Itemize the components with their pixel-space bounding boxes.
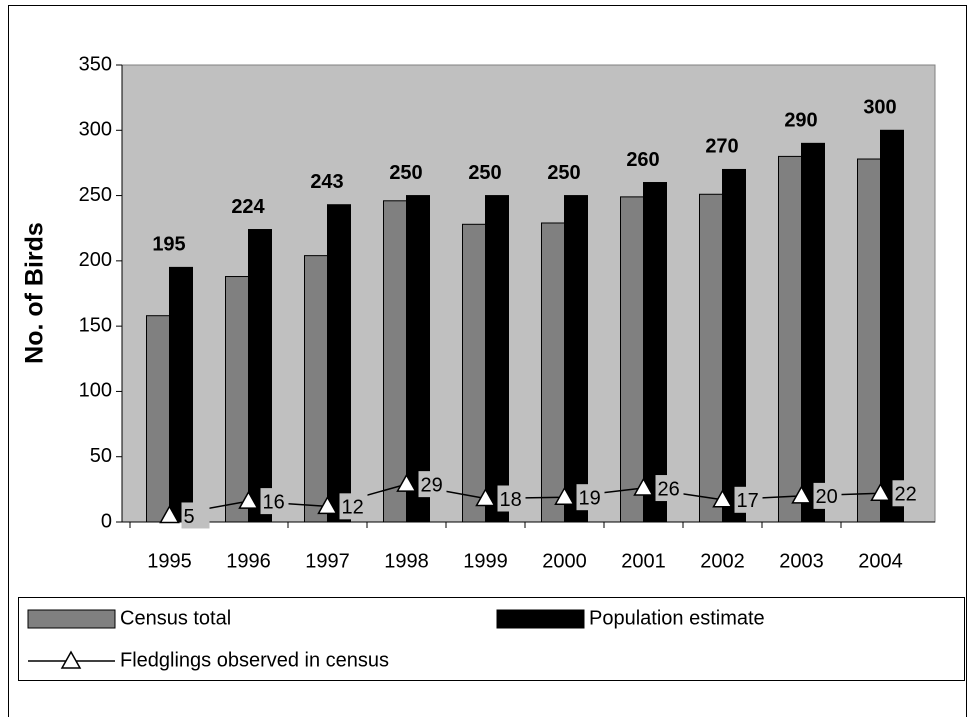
x-tick-label: 1995 <box>147 550 192 572</box>
data-label-bg <box>892 480 921 507</box>
data-label: 12 <box>342 497 364 519</box>
bar <box>406 195 430 523</box>
data-label: 20 <box>816 486 838 508</box>
x-tick-label: 1997 <box>305 550 350 572</box>
y-tick-label: 200 <box>79 249 112 271</box>
bar <box>541 222 565 523</box>
bar <box>722 168 746 523</box>
x-tick-label: 1998 <box>384 550 429 572</box>
bar <box>327 204 351 523</box>
data-label-bg <box>813 482 842 509</box>
bar <box>778 155 802 523</box>
legend <box>18 597 965 681</box>
legend-swatch <box>27 609 116 629</box>
data-label-bg <box>655 475 684 502</box>
x-tick-label: 1999 <box>463 550 508 572</box>
x-tick-label: 2004 <box>858 550 903 572</box>
data-label: 18 <box>500 489 522 511</box>
data-label: 26 <box>658 478 680 500</box>
y-tick-label: 100 <box>79 380 112 402</box>
marker <box>791 485 812 504</box>
bar <box>146 315 170 523</box>
legend-swatch <box>496 609 585 629</box>
data-label-bg <box>497 485 526 512</box>
y-tick-label: 300 <box>79 119 112 141</box>
marker <box>633 477 654 496</box>
data-label: 19 <box>579 487 601 509</box>
marker <box>712 489 733 508</box>
x-tick-label: 2001 <box>621 550 666 572</box>
bar <box>801 142 825 523</box>
data-label-bg <box>339 493 368 520</box>
data-label-bg <box>260 488 289 515</box>
data-label: 29 <box>421 474 443 496</box>
data-label: 250 <box>547 162 580 184</box>
y-tick-label: 50 <box>90 445 112 467</box>
data-label: 16 <box>263 491 285 513</box>
marker <box>870 482 891 502</box>
bar <box>699 193 723 523</box>
data-label-bg <box>418 471 447 498</box>
y-tick-label: 250 <box>79 184 112 206</box>
data-label: 17 <box>737 490 759 512</box>
x-tick-label: 2000 <box>542 550 587 572</box>
legend-marker <box>60 650 82 669</box>
data-label: 270 <box>705 136 738 158</box>
bar <box>462 223 486 523</box>
marker <box>238 490 259 509</box>
data-label: 224 <box>231 196 265 218</box>
bar <box>485 195 509 523</box>
data-label: 260 <box>626 149 659 171</box>
data-label: 195 <box>152 234 185 256</box>
data-label: 5 <box>184 506 195 528</box>
y-tick-label: 150 <box>79 314 112 336</box>
bar <box>643 182 667 523</box>
y-tick-label: 350 <box>79 53 112 75</box>
marker <box>396 473 417 492</box>
data-label: 250 <box>468 162 501 184</box>
y-axis-title: No. of Birds <box>21 222 49 364</box>
data-label-bg <box>181 502 210 529</box>
bar <box>620 196 644 523</box>
x-tick-label: 2003 <box>779 550 824 572</box>
data-label: 22 <box>895 484 917 506</box>
y-tick-label: 0 <box>101 510 112 532</box>
bar <box>169 266 193 523</box>
bar <box>880 129 904 523</box>
marker <box>554 486 575 505</box>
bar <box>383 200 407 523</box>
marker <box>317 495 338 515</box>
bar <box>248 229 272 523</box>
bar <box>304 255 328 523</box>
data-label: 250 <box>389 162 422 184</box>
x-tick-label: 2002 <box>700 550 745 572</box>
data-label-bg <box>734 486 763 513</box>
data-label: 290 <box>784 110 817 132</box>
bar <box>564 195 588 523</box>
data-label: 243 <box>310 171 343 193</box>
legend-label: Census total <box>120 607 231 629</box>
data-label-bg <box>576 484 605 511</box>
x-tick-label: 1996 <box>226 550 271 572</box>
bar <box>225 276 249 523</box>
legend-label: Population estimate <box>589 607 765 629</box>
marker <box>475 487 496 507</box>
data-label: 300 <box>863 97 896 119</box>
legend-label: Fledglings observed in census <box>120 649 389 671</box>
marker <box>159 504 180 524</box>
bar <box>857 158 881 523</box>
